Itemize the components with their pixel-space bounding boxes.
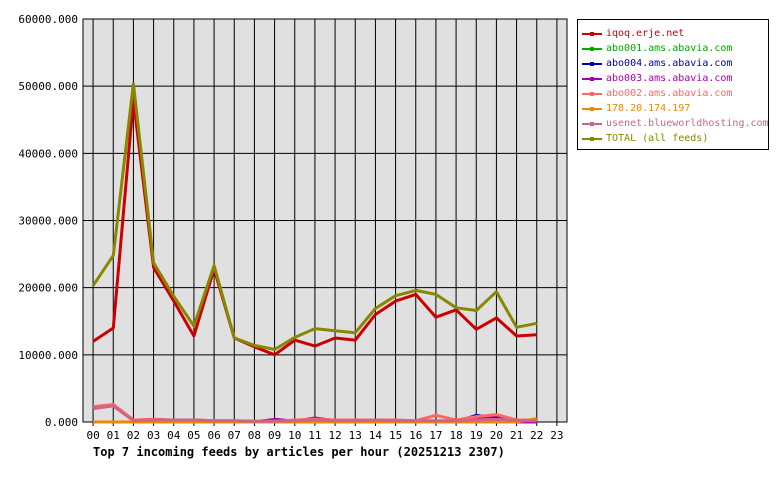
chart-title: Top 7 incoming feeds by articles per hou… xyxy=(93,445,505,459)
x-tick-label: 19 xyxy=(470,429,483,442)
legend-item: iqoq.erje.net xyxy=(582,26,684,41)
legend-label: 178.20.174.197 xyxy=(606,103,691,114)
legend-swatch xyxy=(582,44,602,54)
y-tick-label: 20000.000 xyxy=(18,282,78,295)
x-tick-label: 23 xyxy=(550,429,563,442)
x-tick-label: 13 xyxy=(349,429,362,442)
legend-item: abo003.ams.abavia.com xyxy=(582,71,732,86)
x-tick-label: 10 xyxy=(288,429,301,442)
legend-swatch xyxy=(582,119,602,129)
x-tick-label: 00 xyxy=(86,429,99,442)
x-tick-label: 16 xyxy=(409,429,422,442)
y-tick-label: 60000.000 xyxy=(18,13,78,26)
x-tick-label: 08 xyxy=(248,429,261,442)
legend: iqoq.erje.net abo001.ams.abavia.com abo004… xyxy=(577,19,769,150)
legend-swatch xyxy=(582,59,602,69)
y-tick-label: 50000.000 xyxy=(18,80,78,93)
legend-label: iqoq.erje.net xyxy=(606,28,685,39)
legend-swatch xyxy=(582,89,602,99)
x-tick-label: 22 xyxy=(530,429,543,442)
x-tick-label: 17 xyxy=(429,429,442,442)
legend-item: abo002.ams.abavia.com xyxy=(582,86,732,101)
x-tick-label: 06 xyxy=(207,429,220,442)
legend-swatch xyxy=(582,29,602,39)
series-line-5 xyxy=(93,417,538,424)
y-tick-label: 10000.000 xyxy=(18,349,78,362)
x-tick-label: 15 xyxy=(389,429,402,442)
x-axis-tick-labels: 00 01 02 03 04 05 06 07 08 09 10 11 12 13 14 15 16 17 18 19… xyxy=(86,429,563,442)
y-tick-label: 0.000 xyxy=(45,416,78,429)
x-tick-label: 11 xyxy=(308,429,321,442)
y-axis-tick-labels: 0.000 10000.000 20000.000 30000.000 40000.00… xyxy=(18,13,78,429)
legend-item: 178.20.174.197 xyxy=(582,101,690,116)
x-tick-label: 02 xyxy=(127,429,140,442)
legend-item: abo001.ams.abavia.com xyxy=(582,41,732,56)
x-tick-label: 12 xyxy=(328,429,341,442)
legend-label: abo004.ams.abavia.com xyxy=(606,58,733,69)
y-tick-label: 30000.000 xyxy=(18,215,78,228)
legend-label: abo002.ams.abavia.com xyxy=(606,88,733,99)
legend-swatch xyxy=(582,104,602,114)
x-tick-label: 04 xyxy=(167,429,181,442)
x-tick-label: 01 xyxy=(107,429,120,442)
x-tick-label: 03 xyxy=(147,429,160,442)
x-tick-label: 05 xyxy=(187,429,200,442)
x-tick-label: 14 xyxy=(369,429,383,442)
legend-item: usenet.blueworldhosting.com xyxy=(582,116,769,131)
x-tick-label: 18 xyxy=(449,429,462,442)
series-line-7 xyxy=(91,82,538,351)
legend-label: TOTAL (all feeds) xyxy=(606,133,709,144)
legend-item: abo004.ams.abavia.com xyxy=(582,56,732,71)
legend-label: abo003.ams.abavia.com xyxy=(606,73,733,84)
series-line-6 xyxy=(92,404,537,423)
legend-label: abo001.ams.abavia.com xyxy=(606,43,733,54)
x-tick-label: 07 xyxy=(228,429,241,442)
y-tick-label: 40000.000 xyxy=(18,147,78,160)
x-tick-label: 21 xyxy=(510,429,523,442)
series-line-0 xyxy=(92,98,537,357)
x-tick-label: 09 xyxy=(268,429,281,442)
legend-swatch xyxy=(582,134,602,144)
legend-label: usenet.blueworldhosting.com xyxy=(606,118,769,129)
legend-swatch xyxy=(582,74,602,84)
legend-item: TOTAL (all feeds) xyxy=(582,131,708,146)
series-lines xyxy=(91,82,538,424)
x-tick-label: 20 xyxy=(490,429,503,442)
